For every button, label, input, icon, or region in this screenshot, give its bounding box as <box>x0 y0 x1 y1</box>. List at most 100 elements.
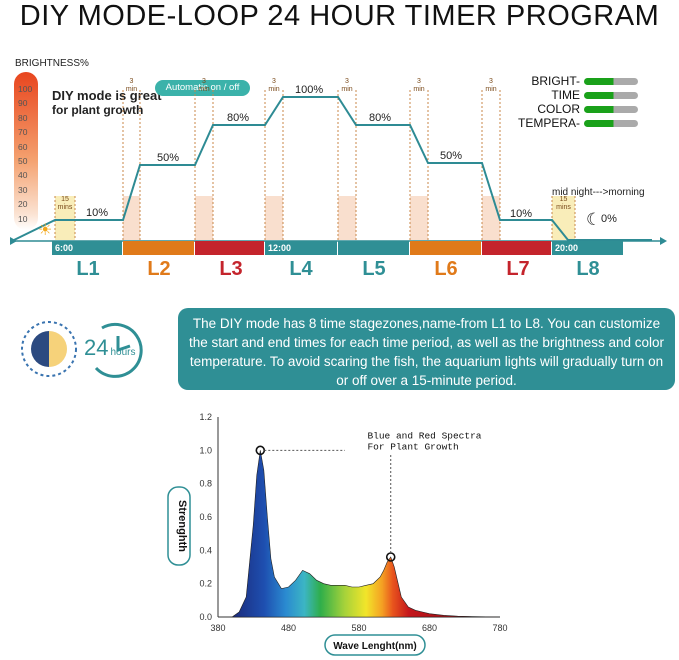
transition-duration-label: 3 min <box>195 78 213 94</box>
transition-duration-text: 3 <box>489 78 493 85</box>
transition-duration-label: 3 min <box>338 78 356 94</box>
day-night-cycle-icon <box>21 321 77 377</box>
clock-24-number: 24 <box>84 335 109 360</box>
y-tick-label: 0.2 <box>199 579 212 589</box>
brightness-tick-label: 100 <box>18 84 33 94</box>
brightness-tick-label: 80 <box>18 112 28 123</box>
transition-duration-text: min <box>485 86 497 93</box>
axis-start-arrow-icon <box>10 237 17 245</box>
transition-duration-text: mins <box>556 204 571 211</box>
transition-duration-text: 15 <box>61 196 69 203</box>
y-tick-label: 1.0 <box>199 445 212 455</box>
legend-row: BRIGHT- <box>498 74 648 88</box>
stage-label-l2: L2 <box>147 258 171 280</box>
stage-bar-l2 <box>123 241 194 255</box>
timer-timeline <box>10 90 667 245</box>
diy-note-line2: for plant growth <box>52 103 144 117</box>
transition-duration-text: min <box>198 86 210 93</box>
x-tick-label: 480 <box>281 623 296 633</box>
level-label-l5: 80% <box>369 112 392 124</box>
stage-label-l7: L7 <box>506 258 530 280</box>
diy-note-line1: DIY mode is great <box>52 88 162 103</box>
transition-zone <box>552 196 575 240</box>
diy-note: DIY mode is great for plant growth <box>52 88 162 117</box>
y-tick-label: 0.8 <box>199 479 212 489</box>
annotation-text: Blue and Red Spectra <box>367 431 481 442</box>
legend-row: TEMPERA- <box>498 116 648 130</box>
stage-label-l1: L1 <box>76 258 100 280</box>
peak-marker <box>255 445 266 456</box>
sun-icon: ☀ <box>38 222 53 239</box>
transition-zone <box>195 196 213 240</box>
annotation-text: For Plant Growth <box>367 442 458 453</box>
auto-on-off-badge: Automatic on / off <box>155 80 250 96</box>
transition-zone <box>410 196 428 240</box>
stage-bar-l1: 6:00 <box>52 241 122 255</box>
xlabel: Wave Lenght(nm) <box>333 641 417 652</box>
transition-duration-text: 3 <box>129 78 134 85</box>
slider-icon <box>584 91 638 99</box>
stage-label-l6: L6 <box>434 258 458 280</box>
ylabel-box <box>167 486 191 566</box>
slider-icon <box>584 119 638 127</box>
description-box: The DIY mode has 8 time stagezones,name-… <box>178 308 675 390</box>
slider-icon <box>584 105 638 113</box>
legend-label-time: TIME <box>551 88 580 102</box>
y-tick-label: 0.6 <box>199 512 212 522</box>
clock-24-unit: hours <box>110 347 136 358</box>
transition-duration-text: 3 <box>272 78 276 85</box>
brightness-tick-label: 90 <box>18 98 28 109</box>
transition-duration-label: 3 min <box>265 78 283 94</box>
level-label-l2: 50% <box>157 152 180 164</box>
y-tick-label: 0.0 <box>199 612 212 622</box>
x-tick-label: 380 <box>210 623 225 633</box>
stage-bar-l5 <box>338 241 409 255</box>
level-label-l6: 50% <box>440 150 463 162</box>
spectrum-area <box>231 450 501 618</box>
slider-icon <box>584 77 638 85</box>
transition-duration-text: 3 <box>345 78 349 85</box>
stage-bar-l7 <box>482 241 551 255</box>
transition-duration-label: 3 min <box>482 78 500 94</box>
y-tick-label: 0.4 <box>199 545 212 555</box>
legend-label-bright: BRIGHT- <box>531 74 580 88</box>
transition-duration-text: min <box>413 86 425 93</box>
stage-label-l5: L5 <box>362 258 386 280</box>
legend-row: TIME <box>498 88 648 102</box>
transition-duration-text: min <box>341 86 353 93</box>
transition-duration-text: mins <box>57 204 73 211</box>
brightness-gradient-bar <box>14 72 38 230</box>
brightness-tick-label: 40 <box>18 170 28 181</box>
level-label-l8: 0% <box>601 213 617 225</box>
legend-label-color: COLOR <box>537 102 580 116</box>
level-label-l7: 10% <box>510 208 533 220</box>
transition-zone <box>482 196 500 240</box>
legend-label-tempera: TEMPERA- <box>517 116 580 130</box>
transition-duration-text: min <box>125 86 138 93</box>
level-label-l1: 10% <box>86 207 109 219</box>
brightness-tick-label: 50 <box>18 156 28 166</box>
transition-zone <box>55 196 75 240</box>
y-tick-label: 1.2 <box>199 412 212 422</box>
brightness-tick-label: 10 <box>18 213 28 224</box>
transition-zone <box>123 196 140 240</box>
xlabel-box <box>324 634 426 656</box>
level-label-l4: 100% <box>295 84 324 96</box>
brightness-tick-label: 70 <box>18 127 28 138</box>
stage-bar-l4: 12:00 <box>265 241 337 255</box>
brightness-tick-label: 60 <box>18 141 28 152</box>
transition-duration-label: 15 mins <box>55 196 75 212</box>
brightness-tick-label: 30 <box>18 184 28 195</box>
transition-duration-label: 3 min <box>123 78 140 94</box>
brightness-label: BRIGHTNESS% <box>15 58 89 69</box>
legend-row: COLOR <box>498 102 648 116</box>
settings-legend: BRIGHT- TIME COLOR TEMPERA- <box>498 74 648 130</box>
brightness-profile-line <box>13 96 652 241</box>
clock-24-text: 24 hours <box>84 335 136 361</box>
stage-bar-l8: 20:00 <box>552 241 623 255</box>
moon-icon: ☾ <box>586 210 602 229</box>
transition-zone <box>265 196 283 240</box>
brightness-tick-label: 20 <box>18 199 28 210</box>
axis-arrow-icon <box>660 237 667 245</box>
24-hours-clock-icon <box>94 322 143 378</box>
